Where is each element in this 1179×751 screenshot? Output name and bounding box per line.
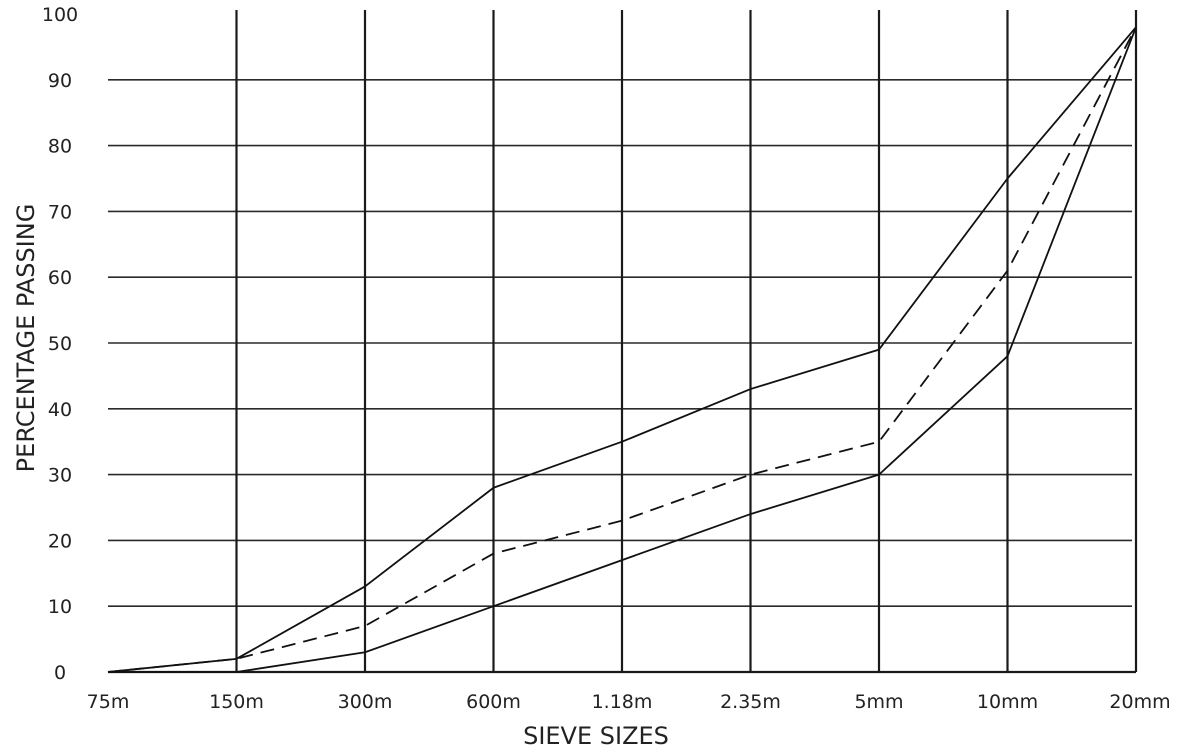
x-tick-label: 2.35m: [720, 691, 781, 713]
x-tick-label: 600m: [466, 691, 521, 713]
x-tick-label: 1.18m: [592, 691, 653, 713]
y-tick-label: 60: [48, 267, 72, 289]
y-tick-label: 70: [48, 201, 72, 223]
y-axis-title: PERCENTAGE PASSING: [12, 204, 40, 473]
series-line-3: [108, 26, 1137, 673]
y-tick-label: 0: [54, 662, 66, 684]
x-tick-label: 10mm: [977, 691, 1038, 713]
x-tick-labels: 75m 150m 300m 600m 1.18m 2.35m 5mm 10mm 20mm: [87, 691, 1171, 713]
y-tick-label: 40: [48, 399, 72, 421]
y-tick-label: 10: [48, 596, 72, 618]
y-tick-label: 90: [48, 70, 72, 92]
x-tick-label: 20mm: [1109, 691, 1170, 713]
x-tick-label: 5mm: [854, 691, 903, 713]
x-axis-title: SIEVE SIZES: [523, 722, 669, 750]
y-tick-label: 80: [48, 136, 72, 158]
series-line-2: [107, 26, 1137, 673]
series-layer: [107, 26, 1137, 673]
y-tick-label: 100: [42, 4, 78, 26]
y-tick-label: 20: [48, 530, 72, 552]
y-tick-label: 50: [48, 333, 72, 355]
x-tick-label: 75m: [87, 691, 130, 713]
y-tick-labels: 0 10 20 30 40 50 60 70 80 90 100: [42, 4, 78, 684]
y-tick-label: 30: [48, 465, 72, 487]
x-tick-label: 150m: [209, 691, 264, 713]
grid-layer: [108, 10, 1138, 674]
series-line-1: [107, 26, 1137, 673]
x-tick-label: 300m: [338, 691, 393, 713]
